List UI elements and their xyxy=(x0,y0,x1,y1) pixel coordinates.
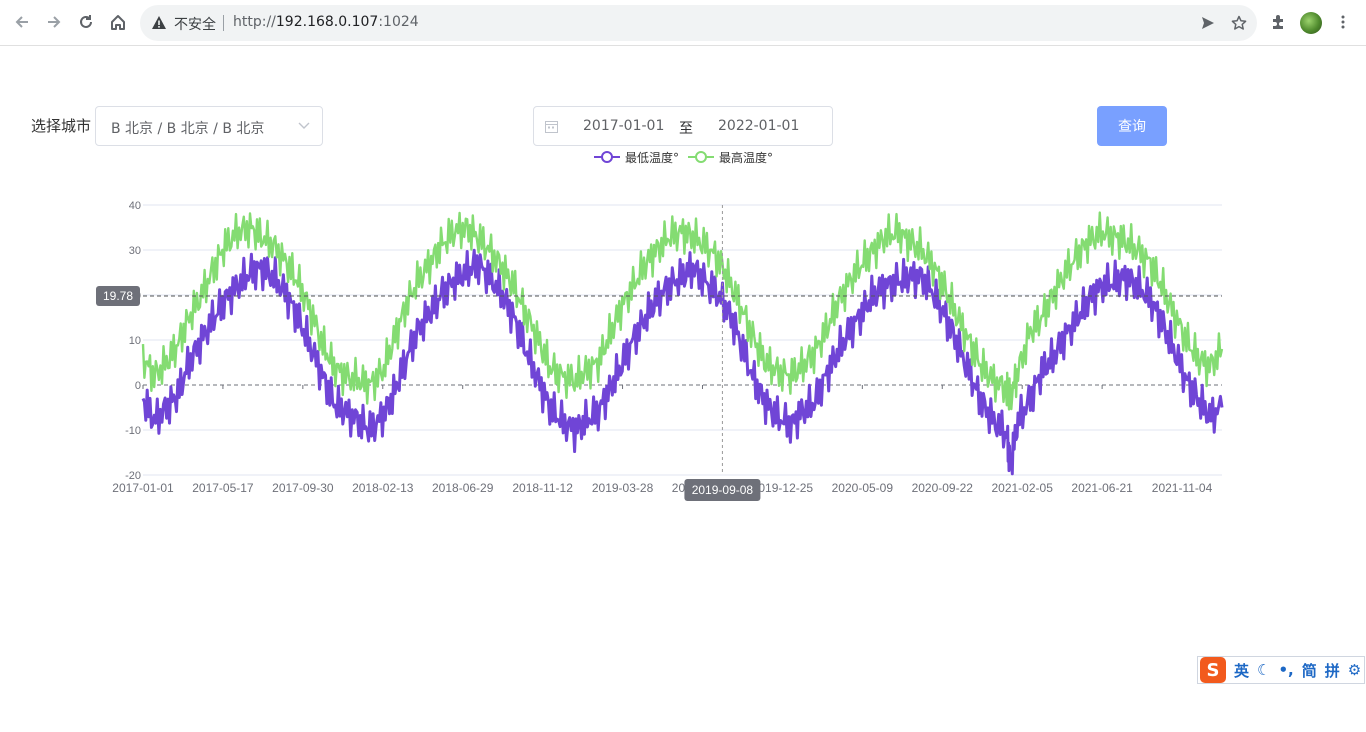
y-tick-label: -10 xyxy=(125,425,141,437)
city-value: B 北京 / B 北京 / B 北京 xyxy=(111,121,265,137)
ime-language[interactable]: 英 xyxy=(1234,661,1250,680)
y-tick-label: 10 xyxy=(129,335,141,347)
legend-high-label: 最高温度° xyxy=(719,151,774,165)
x-pointer-label: 2019-09-08 xyxy=(692,483,754,497)
address-bar[interactable]: 不安全 http://192.168.0.107:1024 xyxy=(140,5,1257,41)
home-icon[interactable] xyxy=(106,10,130,34)
bookmark-star-icon[interactable] xyxy=(1229,13,1249,33)
city-cascader[interactable]: B 北京 / B 北京 / B 北京 xyxy=(95,106,323,146)
x-tick-label: 2018-11-12 xyxy=(512,481,573,495)
x-tick-label: 2017-05-17 xyxy=(192,481,254,495)
date-range-picker[interactable]: 2017-01-01 至 2022-01-01 xyxy=(533,106,833,146)
x-tick-label: 2020-05-09 xyxy=(832,481,894,495)
profile-avatar[interactable] xyxy=(1300,12,1322,34)
ime-punctuation[interactable]: •, xyxy=(1278,661,1294,679)
x-tick-label: 2019-12-25 xyxy=(752,481,814,495)
url-host: 192.168.0.107 xyxy=(275,14,379,30)
series-line-low xyxy=(141,248,1224,476)
ime-pinyin[interactable]: 拼 xyxy=(1324,661,1340,680)
menu-icon[interactable] xyxy=(1331,10,1355,34)
x-pointer-badge xyxy=(684,479,761,501)
series-line-high xyxy=(141,211,1224,411)
x-tick-label: 2017-09-30 xyxy=(272,481,334,495)
legend-high-marker xyxy=(688,151,714,163)
city-label: 选择城市 xyxy=(31,117,92,135)
y-pointer-label: 19.78 xyxy=(103,289,133,303)
reload-icon[interactable] xyxy=(74,10,98,34)
calendar-icon xyxy=(545,121,558,133)
x-tick-label: 2018-06-29 xyxy=(432,481,494,495)
x-tick-label: 2017-01-01 xyxy=(112,481,174,495)
forward-icon[interactable] xyxy=(42,10,66,34)
moon-icon[interactable]: ☾ xyxy=(1257,661,1271,679)
browser-toolbar: 不安全 http://192.168.0.107:1024 xyxy=(0,0,1366,46)
gear-icon[interactable]: ⚙ xyxy=(1347,661,1362,679)
y-pointer-badge xyxy=(96,285,140,306)
end-date-input[interactable]: 2022-01-01 xyxy=(718,118,800,134)
y-tick-label: 30 xyxy=(129,245,141,257)
extensions-icon[interactable] xyxy=(1266,10,1290,34)
url-scheme: http:// xyxy=(233,14,276,30)
x-tick-label: 2021-02-05 xyxy=(991,481,1053,495)
x-tick-label: 2021-06-21 xyxy=(1071,481,1133,495)
warning-icon xyxy=(152,16,166,29)
security-label[interactable]: 不安全 xyxy=(174,17,216,33)
start-date-input[interactable]: 2017-01-01 xyxy=(583,118,665,134)
y-tick-label: -20 xyxy=(125,470,141,482)
url-port: :1024 xyxy=(378,14,419,30)
temperature-chart[interactable]: -20-100102030402017-01-012017-05-172017-… xyxy=(0,190,1366,510)
ime-toolbar[interactable]: S 英 ☾ •, 简 拼 ⚙ xyxy=(1197,656,1365,684)
sogou-logo-icon: S xyxy=(1200,657,1226,683)
x-tick-label: 2018-02-13 xyxy=(352,481,414,495)
y-tick-label: 0 xyxy=(135,380,141,392)
back-icon[interactable] xyxy=(10,10,34,34)
send-icon[interactable] xyxy=(1198,13,1218,33)
divider xyxy=(223,15,224,31)
x-tick-label: 2021-11-04 xyxy=(1152,481,1213,495)
x-tick-label: 2020-09-22 xyxy=(912,481,974,495)
date-separator: 至 xyxy=(679,121,693,137)
x-tick-label: 2019-03-28 xyxy=(592,481,654,495)
y-tick-label: 40 xyxy=(129,200,141,212)
query-button[interactable]: 查询 xyxy=(1097,106,1167,146)
chevron-down-icon xyxy=(298,122,310,129)
legend-low-marker xyxy=(594,151,620,163)
legend-low-label: 最低温度° xyxy=(625,151,680,165)
url-text[interactable]: http://192.168.0.107:1024 xyxy=(233,14,419,30)
ime-simplified[interactable]: 简 xyxy=(1301,661,1317,680)
